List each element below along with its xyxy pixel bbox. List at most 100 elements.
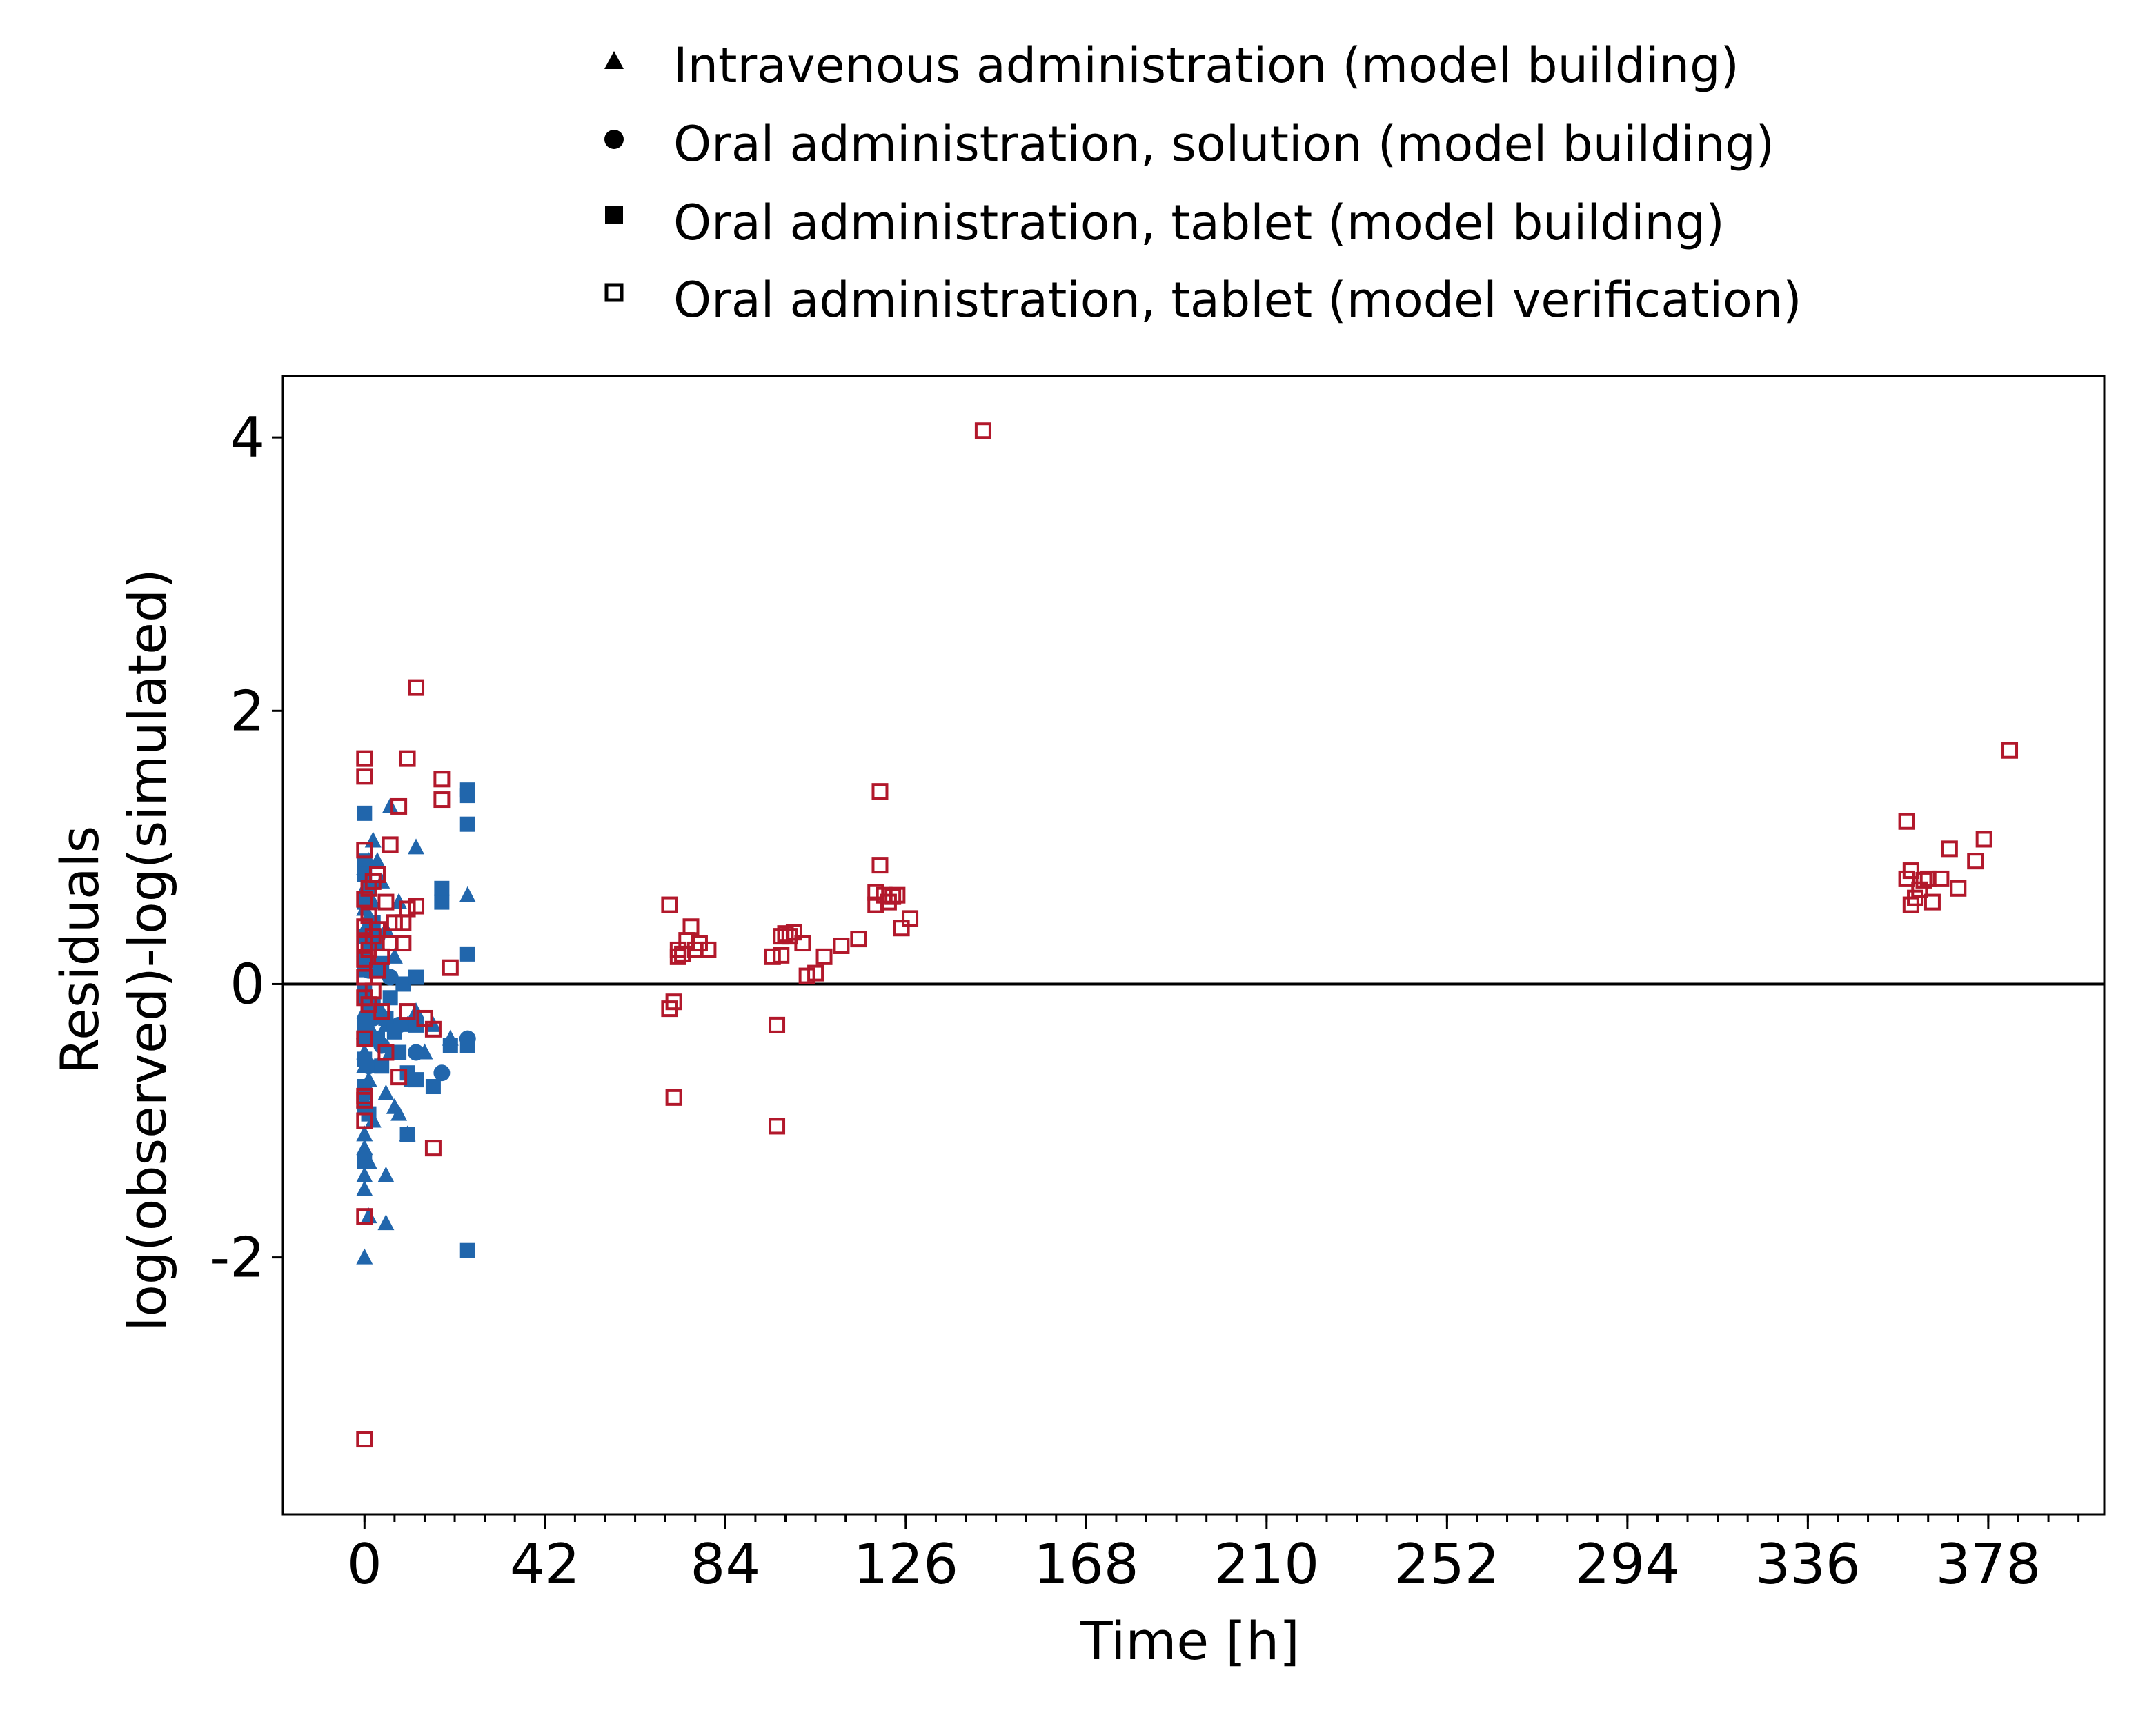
data-point — [399, 1127, 415, 1142]
data-point — [373, 948, 390, 965]
x-tick-label: 378 — [1936, 1532, 2041, 1596]
data-point — [1975, 831, 1992, 848]
data-point — [356, 1248, 373, 1265]
data-point — [360, 907, 377, 924]
data-point — [833, 937, 850, 954]
data-point — [815, 948, 833, 965]
data-point — [377, 1166, 395, 1182]
data-point — [356, 1030, 373, 1047]
data-point — [382, 969, 399, 986]
data-point — [395, 976, 411, 992]
x-tick-label: 168 — [1034, 1532, 1139, 1596]
data-point — [442, 1038, 458, 1053]
y-tick-label: 0 — [230, 952, 265, 1016]
data-point — [459, 816, 475, 832]
data-point — [356, 750, 373, 767]
data-point — [368, 852, 386, 869]
data-point — [377, 1214, 395, 1231]
data-point — [356, 1431, 373, 1448]
data-point — [777, 925, 794, 942]
data-point — [867, 884, 884, 901]
x-tick-label: 42 — [510, 1532, 580, 1596]
y-axis-title-line2: log(observed)-log(simulated) — [117, 568, 178, 1331]
legend-label-oral-solution: Oral administration, solution (model bui… — [673, 116, 1775, 172]
y-axis-title-line1: Residuals — [49, 826, 110, 1075]
data-point — [459, 1038, 475, 1053]
data-point — [356, 842, 373, 859]
data-point — [773, 947, 790, 964]
data-point — [459, 788, 475, 804]
plot-area — [281, 375, 2106, 1516]
plot-frame — [281, 375, 2106, 1516]
data-point — [1898, 813, 1915, 830]
data-point — [395, 914, 412, 931]
data-point — [424, 1020, 442, 1038]
data-point — [1911, 881, 1928, 898]
data-point — [373, 1003, 390, 1020]
data-point — [386, 1024, 402, 1040]
data-point — [1941, 840, 1958, 858]
data-point — [434, 894, 450, 910]
data-point — [408, 1002, 425, 1019]
series-2 — [357, 782, 475, 1258]
data-point — [424, 1140, 442, 1157]
legend-square-open-icon — [604, 283, 624, 302]
x-tick-label: 126 — [853, 1532, 958, 1596]
data-point — [459, 946, 475, 962]
data-point — [807, 964, 824, 982]
data-point — [356, 768, 373, 785]
data-point — [390, 1069, 408, 1086]
data-point — [356, 951, 373, 968]
data-point — [700, 941, 717, 958]
data-point — [386, 947, 403, 964]
x-tick-label: 252 — [1394, 1532, 1500, 1596]
data-point — [356, 1112, 373, 1129]
data-point — [408, 838, 425, 855]
data-point — [769, 1016, 786, 1033]
data-point — [408, 969, 424, 985]
data-point — [356, 1030, 373, 1047]
data-point — [356, 1091, 373, 1109]
x-axis: 0 42 84 126 168 210 252 294 336 378 — [347, 1514, 2080, 1596]
data-point — [377, 1084, 395, 1100]
data-point — [424, 1015, 442, 1032]
data-point — [1950, 880, 1967, 897]
data-point — [356, 1180, 373, 1196]
data-point — [395, 935, 412, 952]
x-axis-title: Time [h] — [1080, 1610, 1300, 1672]
data-point — [382, 797, 399, 813]
data-point — [386, 914, 403, 931]
data-point — [850, 931, 867, 948]
data-point — [408, 898, 425, 915]
data-point — [1923, 893, 1941, 911]
x-tick-label: 0 — [347, 1532, 382, 1596]
data-point — [368, 866, 386, 883]
data-point — [399, 1003, 416, 1020]
data-point — [442, 959, 459, 976]
data-point — [661, 896, 678, 913]
data-point — [459, 1242, 475, 1258]
data-point — [459, 886, 476, 902]
data-point — [1902, 862, 1919, 880]
data-point — [665, 993, 682, 1011]
data-point — [433, 791, 451, 809]
data-point — [682, 918, 700, 935]
y-tick-label: -2 — [210, 1226, 265, 1290]
data-point — [356, 1208, 373, 1225]
data-point — [665, 1089, 682, 1106]
data-point — [356, 1139, 373, 1156]
data-point — [374, 1058, 390, 1074]
x-tick-label: 294 — [1575, 1532, 1681, 1596]
data-point — [390, 893, 408, 909]
series-3 — [356, 422, 2019, 1448]
data-point — [369, 1031, 385, 1047]
data-point — [893, 920, 910, 937]
data-point — [2001, 742, 2019, 759]
data-point — [356, 1166, 373, 1182]
data-point — [769, 1118, 786, 1135]
data-point — [390, 1104, 408, 1121]
data-point — [368, 962, 386, 979]
data-point — [357, 805, 373, 821]
data-point — [390, 797, 408, 815]
